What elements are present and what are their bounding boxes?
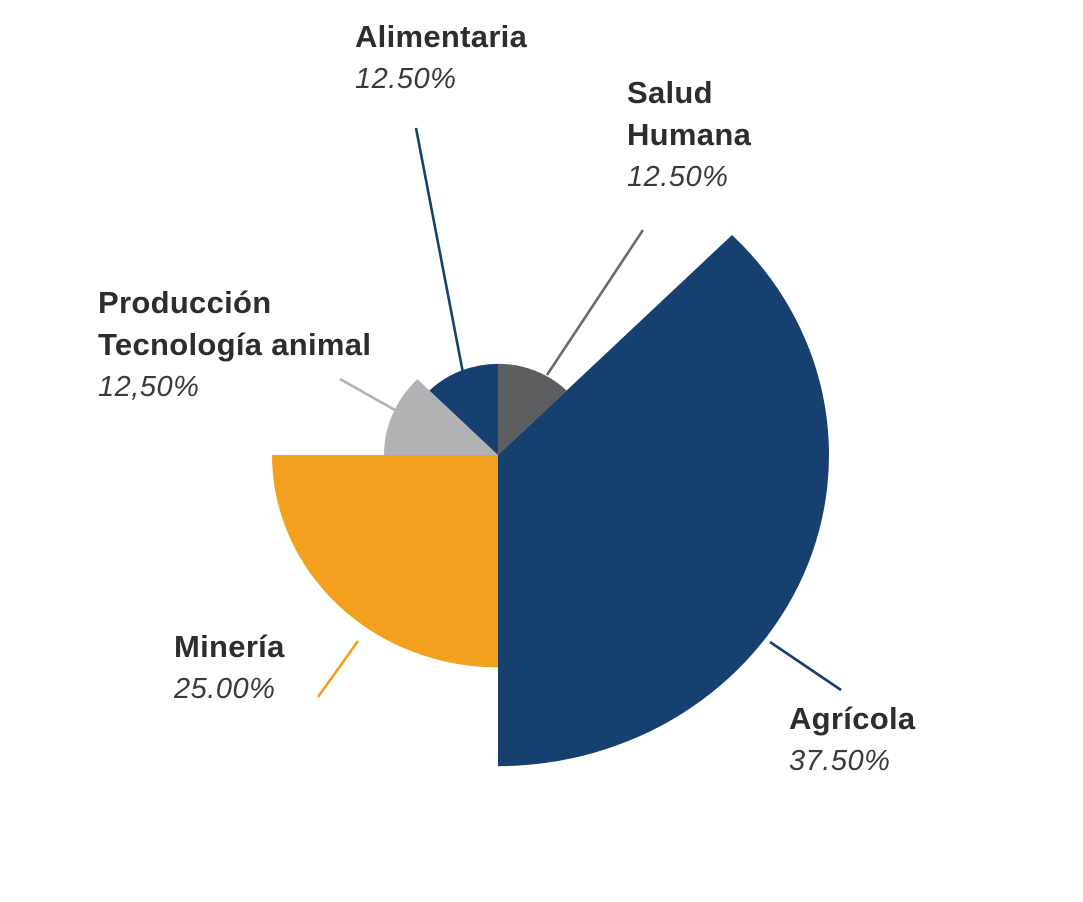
slice-name-salud-line1: Salud xyxy=(627,75,713,110)
pie-slice-produccion[interactable] xyxy=(384,379,498,455)
label-mineria: Minería 25.00% xyxy=(174,626,285,710)
slice-percent-salud: 12.50% xyxy=(627,161,729,193)
slice-percent-agricola: 37.50% xyxy=(789,745,891,777)
leader-line-agricola xyxy=(769,640,842,692)
slice-name-salud-line2: Humana xyxy=(627,117,752,152)
slice-name-produccion-line1: Producción xyxy=(98,285,272,320)
slice-percent-produccion: 12,50% xyxy=(98,371,200,403)
slice-name-mineria: Minería xyxy=(174,629,285,664)
leader-line-salud xyxy=(545,229,645,376)
slice-name-produccion-line2: Tecnología animal xyxy=(98,327,372,362)
slice-percent-mineria: 25.00% xyxy=(174,673,276,705)
label-salud-humana: Salud Humana 12.50% xyxy=(627,72,751,198)
pie-slice-alimentaria[interactable] xyxy=(429,363,498,455)
leader-line-alimentaria xyxy=(414,127,465,374)
slice-name-agricola: Agrícola xyxy=(789,701,916,736)
leader-line-produccion xyxy=(339,377,403,416)
slice-percent-alimentaria: 12.50% xyxy=(355,63,457,95)
label-produccion-tecnologia-animal: Producción Tecnología animal 12,50% xyxy=(98,282,371,408)
leader-line-mineria xyxy=(316,640,360,698)
slice-name-alimentaria: Alimentaria xyxy=(355,19,528,54)
pie-slice-salud[interactable] xyxy=(498,363,567,455)
pie-slice-mineria[interactable] xyxy=(272,455,498,668)
label-alimentaria: Alimentaria 12.50% xyxy=(355,16,527,100)
label-agricola: Agrícola 37.50% xyxy=(789,698,915,782)
pie-slice-agricola[interactable] xyxy=(498,234,829,767)
